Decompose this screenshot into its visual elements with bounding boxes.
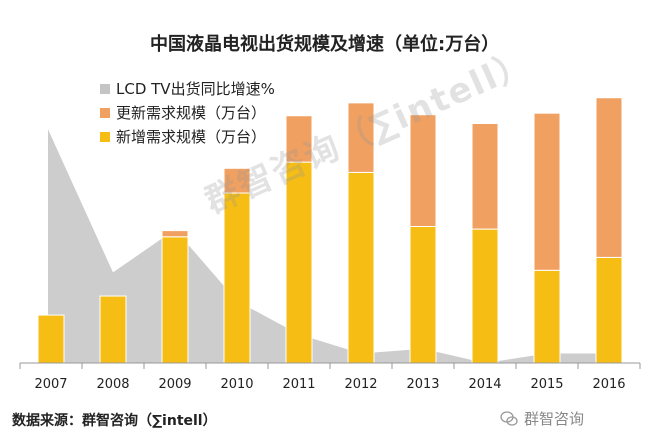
bar-renewal-2010 <box>223 167 251 194</box>
source-note: 数据来源：群智咨询（∑intell） <box>12 413 217 429</box>
x-tick-label-2014: 2014 <box>468 377 501 392</box>
x-tick-label-2015: 2015 <box>530 377 563 392</box>
bar-renewal-2012 <box>347 102 375 173</box>
x-tick-label-2011: 2011 <box>282 377 315 392</box>
legend-label-renewal: 更新需求规模（万台） <box>116 104 267 122</box>
x-tick-label-2013: 2013 <box>406 377 439 392</box>
legend-label-growth: LCD TV出货同比增速% <box>116 80 275 98</box>
x-tick-label-2009: 2009 <box>158 377 191 392</box>
x-tick-label-2010: 2010 <box>220 377 253 392</box>
legend-item-growth: LCD TV出货同比增速% <box>100 78 275 100</box>
bar-new-2015 <box>533 269 561 364</box>
bar-new-2013 <box>409 226 437 364</box>
bar-renewal-2015 <box>533 112 561 271</box>
bar-new-2007 <box>37 314 65 364</box>
legend-label-new: 新增需求规模（万台） <box>116 128 267 146</box>
legend: LCD TV出货同比增速% 更新需求规模（万台） 新增需求规模（万台） <box>100 78 275 150</box>
legend-swatch-renewal <box>100 108 110 118</box>
legend-item-renewal: 更新需求规模（万台） <box>100 102 275 124</box>
wechat-mark: 群智咨询 <box>500 408 584 429</box>
x-tick-label-2008: 2008 <box>96 377 129 392</box>
bar-new-2009 <box>161 236 189 364</box>
bar-new-2011 <box>285 161 313 364</box>
legend-swatch-growth <box>100 84 110 94</box>
bar-new-2014 <box>471 228 499 364</box>
bar-renewal-2014 <box>471 122 499 230</box>
chart-title: 中国液晶电视出货规模及增速（单位:万台） <box>150 34 500 55</box>
x-tick-label-2016: 2016 <box>592 377 625 392</box>
bar-renewal-2013 <box>409 114 437 227</box>
bar-new-2012 <box>347 171 375 364</box>
bar-renewal-2009 <box>161 230 189 238</box>
x-tick-label-2007: 2007 <box>34 377 67 392</box>
bar-new-2016 <box>595 256 623 364</box>
bar-renewal-2016 <box>595 97 623 258</box>
x-tick-label-2012: 2012 <box>344 377 377 392</box>
bar-renewal-2011 <box>285 115 313 163</box>
legend-swatch-new <box>100 132 110 142</box>
bar-new-2010 <box>223 192 251 364</box>
bar-new-2008 <box>99 295 127 364</box>
wechat-label: 群智咨询 <box>524 410 585 428</box>
wechat-icon <box>500 410 518 426</box>
legend-item-new: 新增需求规模（万台） <box>100 126 275 148</box>
